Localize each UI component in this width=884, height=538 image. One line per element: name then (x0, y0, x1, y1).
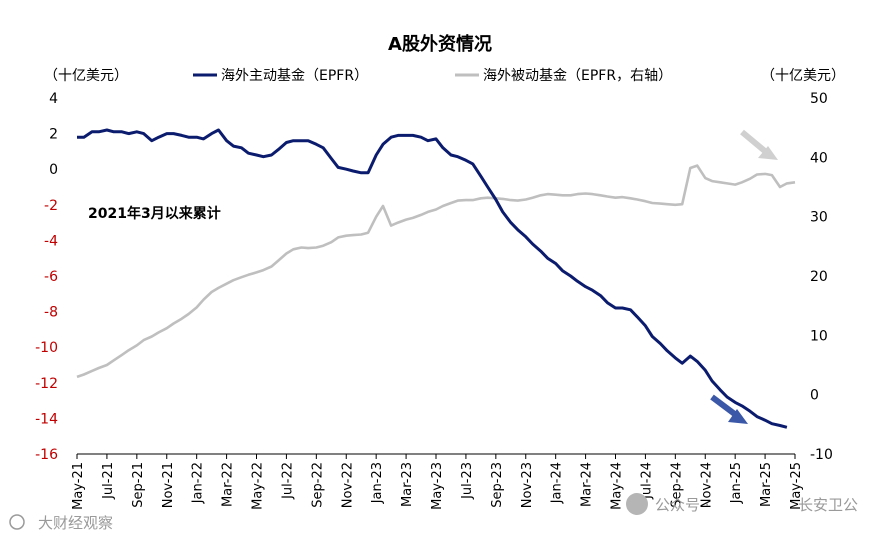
legend-label-passive: 海外被动基金（EPFR，右轴） (483, 67, 672, 84)
left-axis: 4 2 0 -2 -4 -6 -8 -10 -12 -14 -16 (35, 91, 58, 463)
x-tick-label: Sep-24 (669, 462, 684, 508)
left-tick-label: -14 (35, 411, 58, 427)
arrow-active-icon (710, 394, 748, 424)
x-tick-label: May-21 (71, 462, 86, 510)
watermark-left: 大财经观察 (9, 514, 113, 532)
left-axis-unit: （十亿美元） (44, 68, 128, 84)
left-tick-label: -16 (35, 447, 58, 463)
chart-title: A股外资情况 (388, 33, 492, 55)
left-tick-label: -8 (44, 305, 58, 321)
right-tick-label: 40 (810, 150, 828, 166)
x-tick-label: Sep-21 (131, 462, 146, 508)
left-tick-label: 2 (49, 127, 58, 143)
x-tick-label: May-25 (789, 462, 804, 510)
right-axis: 50 40 30 20 10 0 -10 (810, 91, 833, 463)
right-tick-label: 20 (810, 269, 828, 285)
active-fund-line (77, 128, 788, 429)
x-tick-label: May-22 (251, 462, 266, 510)
x-tick-label: Mar-22 (221, 462, 236, 507)
left-tick-label: 0 (49, 162, 58, 178)
x-axis: May-21 Jul-21 Sep-21 Nov-21 Jan-22 Mar-22 May-… (71, 454, 804, 510)
watermark-right: 公众号 · 长安卫公 (626, 493, 858, 515)
x-tick-label: Jan-23 (370, 462, 385, 504)
x-tick-label: Jul-24 (639, 462, 654, 500)
legend-label-active: 海外主动基金（EPFR） (221, 67, 368, 84)
x-tick-label: Jan-25 (729, 462, 744, 504)
x-tick-label: Jul-21 (101, 462, 116, 500)
left-tick-label: 4 (49, 91, 58, 107)
left-tick-label: -6 (44, 269, 58, 285)
x-tick-label: Jan-24 (550, 462, 565, 504)
x-tick-label: May-23 (430, 462, 445, 510)
x-tick-label: Jan-22 (191, 462, 206, 504)
x-tick-label: Nov-22 (340, 462, 355, 508)
passive-fund-line (76, 164, 796, 379)
right-tick-label: -10 (810, 447, 833, 463)
left-tick-label: -4 (44, 233, 58, 249)
x-tick-label: Jul-22 (280, 462, 295, 500)
x-tick-label: Mar-25 (759, 462, 774, 507)
left-tick-label: -2 (44, 198, 58, 214)
x-tick-label: Nov-21 (161, 462, 176, 508)
watermark-left-text: 大财经观察 (38, 514, 113, 532)
x-tick-label: May-24 (610, 462, 625, 510)
right-axis-unit: （十亿美元） (761, 68, 845, 84)
watermark-right-name: 长安卫公 (798, 496, 858, 514)
x-tick-label: Sep-22 (310, 462, 325, 508)
x-tick-label: Mar-24 (580, 462, 595, 507)
arrow-passive-icon (740, 129, 778, 160)
x-tick-label: Mar-23 (400, 462, 415, 507)
chart-annotation: 2021年3月以来累计 (88, 205, 221, 222)
left-tick-label: -12 (35, 376, 58, 392)
x-tick-label: Jul-23 (460, 462, 475, 500)
x-tick-label: Sep-23 (490, 462, 505, 508)
right-tick-label: 50 (810, 91, 828, 107)
wechat-icon (626, 493, 648, 515)
watermark-right-prefix: 公众号 · (655, 496, 710, 514)
right-tick-label: 0 (810, 388, 819, 404)
left-tick-label: -10 (35, 340, 58, 356)
x-tick-label: Nov-23 (520, 462, 535, 508)
x-tick-label: Nov-24 (699, 462, 714, 508)
right-tick-label: 30 (810, 210, 828, 226)
right-tick-label: 10 (810, 328, 828, 344)
